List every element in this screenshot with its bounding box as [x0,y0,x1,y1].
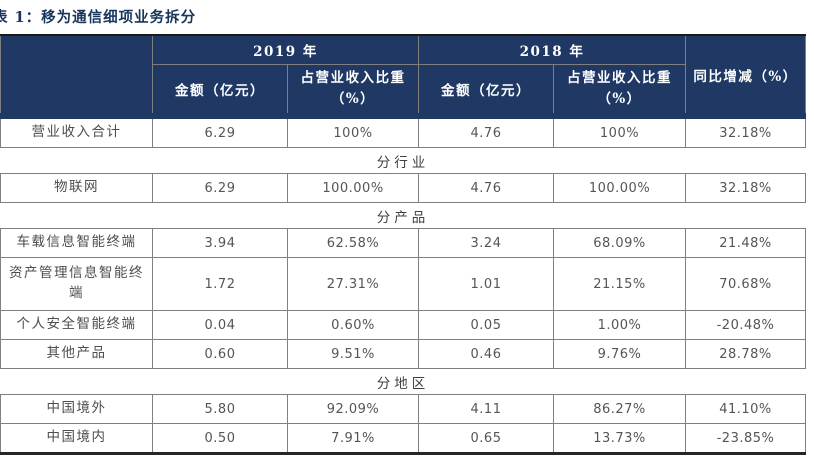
year-2018-header: 2018 年 [418,34,686,65]
row-label: 中国境外 [0,394,153,424]
table-row-asset-mgmt-terminal: 资产管理信息智能终端 1.72 27.31% 1.01 21.15% 70.68… [0,257,806,311]
metric-header-row: 金额（亿元） 占营业收入比重 （%） 金额（亿元） 占营业收入比重 （%） [1,64,806,119]
cell-2019-share: 9.51% [287,339,419,369]
cell-2018-amount: 0.05 [418,310,554,340]
page-title: 表 1：移为通信细项业务拆分 [0,9,197,26]
amount-2018-header: 金额（亿元） [418,64,554,119]
cell-2018-amount: 1.01 [418,257,554,311]
row-label: 营业收入合计 [0,115,153,148]
share-2018-header: 占营业收入比重 （%） [553,64,686,119]
cell-2019-share: 0.60% [287,310,419,340]
cell-2019-share: 27.31% [287,257,419,311]
cell-2018-share: 21.15% [553,257,686,311]
cell-yoy: 28.78% [685,339,806,369]
row-label: 车载信息智能终端 [0,228,153,258]
cell-2018-amount: 4.76 [418,115,554,148]
cell-yoy: -20.48% [685,310,806,340]
section-row-by-region: 分地区 [0,368,806,395]
cell-yoy: 41.10% [685,394,806,424]
cell-2019-share: 62.58% [287,228,419,258]
cell-2019-amount: 0.04 [152,310,288,340]
table-row-personal-safety-terminal: 个人安全智能终端 0.04 0.60% 0.05 1.00% -20.48% [0,310,806,340]
cell-2019-amount: 6.29 [152,173,288,203]
cell-yoy: 21.48% [685,228,806,258]
cell-yoy: -23.85% [685,423,806,455]
cell-2019-share: 92.09% [287,394,419,424]
table-row-total-revenue: 营业收入合计 6.29 100% 4.76 100% 32.18% [0,115,806,148]
cell-yoy: 70.68% [685,257,806,311]
cell-2018-share: 13.73% [553,423,686,455]
cell-2018-share: 9.76% [553,339,686,369]
cell-2019-amount: 1.72 [152,257,288,311]
cell-2019-share: 7.91% [287,423,419,455]
section-label: 分产品 [0,202,806,229]
section-label: 分地区 [0,368,806,395]
year-2019-header: 2019 年 [152,34,419,65]
corner-cell [0,34,153,119]
share-2019-header: 占营业收入比重 （%） [287,64,419,119]
table-row-iot: 物联网 6.29 100.00% 4.76 100.00% 32.18% [0,173,806,203]
business-breakdown-table: 2019 年 2018 年 同比增减（%） 金额（亿元） 占营业收入比重 （%）… [0,34,806,455]
cell-2019-amount: 0.60 [152,339,288,369]
cell-2019-share: 100% [287,115,419,148]
cell-2018-amount: 0.46 [418,339,554,369]
table-header: 2019 年 2018 年 同比增减（%） 金额（亿元） 占营业收入比重 （%）… [0,34,806,119]
amount-2019-header: 金额（亿元） [152,64,288,119]
cell-2018-share: 68.09% [553,228,686,258]
cell-2019-amount: 0.50 [152,423,288,455]
cell-2019-amount: 5.80 [152,394,288,424]
row-label: 个人安全智能终端 [0,310,153,340]
cell-2019-share: 100.00% [287,173,419,203]
table-row-other-products: 其他产品 0.60 9.51% 0.46 9.76% 28.78% [0,339,806,369]
year-header-row: 2019 年 2018 年 同比增减（%） [0,34,806,119]
row-label: 其他产品 [0,339,153,369]
cell-yoy: 32.18% [685,115,806,148]
row-label: 资产管理信息智能终端 [0,257,153,311]
section-row-by-product: 分产品 [0,202,806,229]
cell-2018-amount: 4.76 [418,173,554,203]
cell-2018-share: 1.00% [553,310,686,340]
section-label: 分行业 [0,147,806,174]
row-label: 中国境内 [0,423,153,455]
cell-2018-amount: 0.65 [418,423,554,455]
cell-2018-share: 100% [553,115,686,148]
cell-2019-amount: 3.94 [152,228,288,258]
cell-2018-share: 100.00% [553,173,686,203]
section-row-by-industry: 分行业 [0,147,806,174]
cell-2019-amount: 6.29 [152,115,288,148]
table-row-vehicle-terminal: 车载信息智能终端 3.94 62.58% 3.24 68.09% 21.48% [0,228,806,258]
cell-2018-share: 86.27% [553,394,686,424]
row-label: 物联网 [0,173,153,203]
table-row-overseas: 中国境外 5.80 92.09% 4.11 86.27% 41.10% [0,394,806,424]
cell-2018-amount: 4.11 [418,394,554,424]
cell-yoy: 32.18% [685,173,806,203]
table-row-domestic: 中国境内 0.50 7.91% 0.65 13.73% -23.85% [0,423,806,455]
yoy-header: 同比增减（%） [685,34,806,119]
cell-2018-amount: 3.24 [418,228,554,258]
